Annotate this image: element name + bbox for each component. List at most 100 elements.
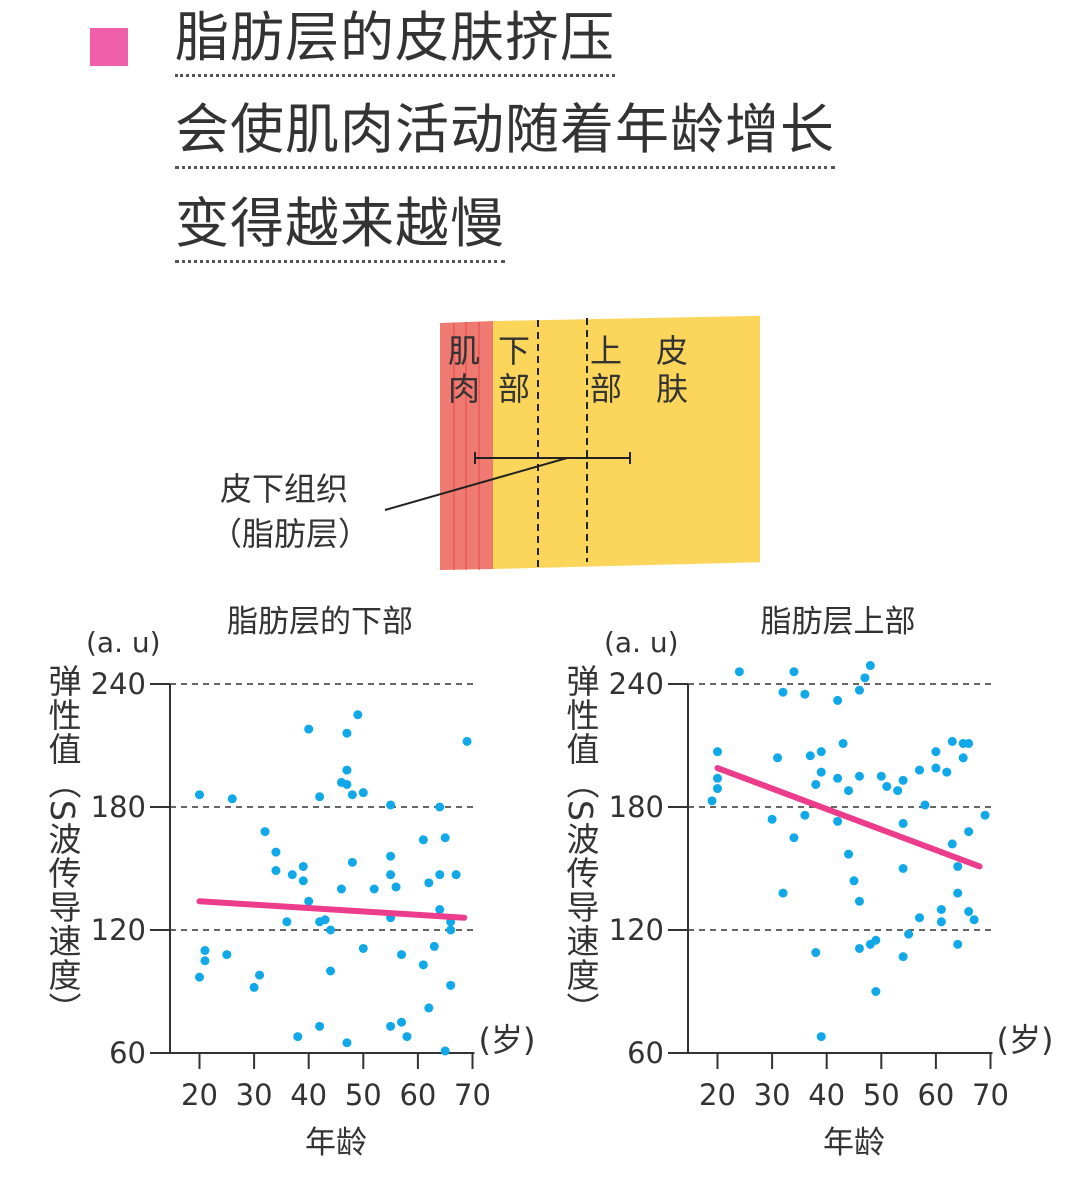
- data-point: [871, 935, 881, 945]
- data-point: [915, 765, 925, 775]
- bullet-square: [90, 28, 128, 66]
- data-point: [947, 839, 957, 849]
- data-point: [347, 857, 357, 867]
- data-point: [418, 960, 428, 970]
- unit-label: (a. u): [86, 626, 161, 659]
- y-axis-label: 弹性值（S波传导速度）: [43, 664, 82, 1026]
- data-point: [778, 888, 788, 898]
- data-point: [402, 1032, 412, 1042]
- data-point: [249, 982, 259, 992]
- data-point: [713, 773, 722, 783]
- x-tick-label: 60: [917, 1078, 954, 1112]
- data-point: [435, 802, 445, 812]
- chart-lower-fat: 脂肪层的下部 (a. u) 60 120 180 240 20 30 40 50 60 70 年龄 (岁): [86, 604, 535, 1161]
- headline-line-3: 变得越来越慢: [175, 194, 505, 263]
- data-point: [800, 810, 810, 820]
- data-point: [844, 849, 854, 859]
- data-point: [816, 1032, 826, 1042]
- y-tick-label: 60: [109, 1036, 146, 1070]
- data-point: [811, 779, 821, 789]
- data-point: [386, 870, 396, 880]
- data-point: [953, 888, 963, 898]
- data-point: [882, 782, 892, 791]
- data-point: [849, 876, 859, 886]
- data-point: [298, 861, 308, 871]
- data-point: [347, 790, 357, 800]
- data-point: [462, 736, 472, 746]
- data-point: [936, 917, 946, 927]
- data-point: [833, 695, 843, 705]
- data-point: [789, 833, 799, 843]
- data-point: [920, 800, 930, 810]
- data-point: [304, 896, 314, 906]
- data-point: [440, 1046, 450, 1056]
- data-point: [342, 779, 352, 789]
- data-point: [898, 818, 908, 828]
- data-point: [255, 970, 265, 980]
- data-point: [800, 689, 810, 699]
- data-point: [898, 864, 908, 873]
- skin-layer-diagram: 肌 肉 下 部 上 部 皮 肤 皮下组织 （脂肪层）: [210, 315, 760, 572]
- muscle-label-2: 肉: [448, 370, 480, 408]
- data-point: [358, 943, 368, 953]
- data-point: [369, 884, 379, 894]
- data-point: [271, 866, 281, 876]
- data-point: [904, 929, 914, 939]
- data-point: [446, 925, 456, 935]
- data-point: [222, 950, 232, 960]
- x-tick-label: 30: [754, 1078, 791, 1112]
- fat-layer: [493, 315, 760, 569]
- data-point: [451, 870, 461, 880]
- data-point: [854, 685, 864, 695]
- data-point: [298, 876, 308, 886]
- data-point: [435, 870, 445, 880]
- data-point: [429, 941, 439, 951]
- data-point: [931, 763, 941, 773]
- data-point: [980, 810, 990, 820]
- chart-title: 脂肪层上部: [761, 604, 916, 640]
- data-point: [315, 792, 325, 802]
- data-point: [386, 1021, 396, 1031]
- upper-label-1: 上: [590, 332, 622, 370]
- data-point: [386, 800, 396, 810]
- data-point: [200, 946, 210, 955]
- y-tick-label: 120: [91, 913, 146, 947]
- data-point: [898, 952, 908, 962]
- data-point: [953, 861, 963, 871]
- data-point: [440, 833, 450, 843]
- data-point: [947, 736, 957, 746]
- x-axis-label: 年龄: [823, 1125, 885, 1161]
- x-tick-label: 40: [290, 1078, 327, 1112]
- data-point: [816, 767, 826, 777]
- data-point: [315, 1021, 325, 1031]
- trend-line: [196, 898, 468, 921]
- data-point: [915, 913, 925, 923]
- data-point: [876, 771, 886, 781]
- lower-label-1: 下: [498, 332, 530, 370]
- data-point: [293, 1032, 303, 1042]
- y-axis-label: 弹性值（S波传导速度）: [561, 664, 600, 1026]
- data-point: [326, 966, 336, 976]
- data-point: [397, 1017, 407, 1027]
- data-point: [854, 771, 864, 781]
- data-point: [342, 1038, 352, 1048]
- data-point: [942, 767, 952, 777]
- data-point: [833, 816, 843, 826]
- x-axis-label: 年龄: [305, 1125, 367, 1161]
- muscle-label-1: 肌: [448, 332, 480, 370]
- data-point: [195, 790, 204, 800]
- upper-label-2: 部: [590, 370, 622, 408]
- headline-line-2: 会使肌肉活动随着年龄增长: [175, 100, 835, 169]
- data-point: [200, 956, 210, 966]
- data-point: [816, 747, 826, 757]
- x-unit-label: (岁): [997, 1021, 1054, 1059]
- x-tick-label: 40: [808, 1078, 845, 1112]
- data-point: [958, 753, 968, 763]
- y-tick-label: 180: [91, 790, 146, 824]
- data-point: [435, 905, 445, 914]
- data-point: [195, 972, 204, 982]
- data-point: [386, 851, 396, 861]
- data-point: [418, 835, 428, 845]
- x-tick-label: 50: [345, 1078, 382, 1112]
- data-point: [282, 917, 292, 927]
